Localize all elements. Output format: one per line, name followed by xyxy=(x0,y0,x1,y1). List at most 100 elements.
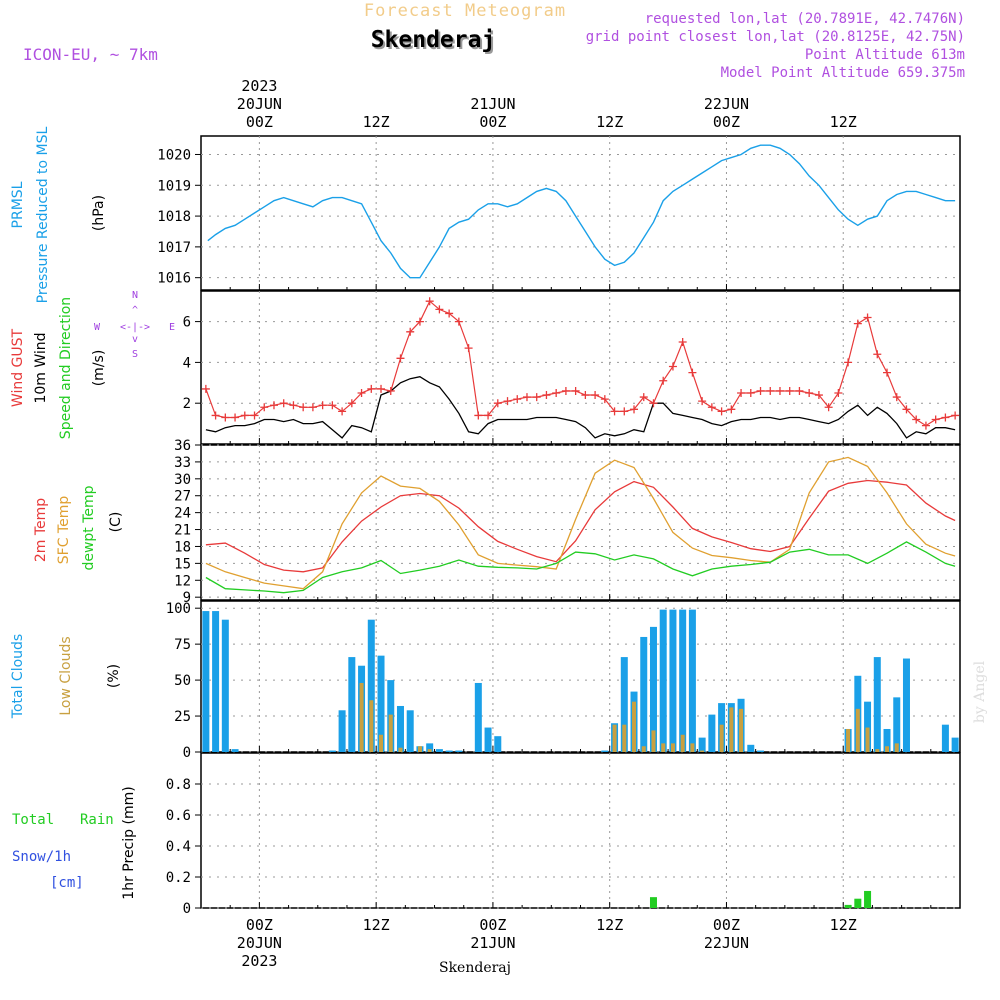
temp-ytick-label: 30 xyxy=(174,472,191,488)
low-clouds-bar xyxy=(875,749,880,752)
dir-vertical-bar: v xyxy=(132,334,138,345)
wind-gust-point xyxy=(805,389,814,397)
clouds-ytick-label: 50 xyxy=(174,673,191,689)
total-clouds-bar xyxy=(435,749,443,752)
wind-gust-point xyxy=(484,411,493,420)
wind-gust-point xyxy=(269,401,278,410)
precip-unit: 1hr Precip (mm) xyxy=(121,786,137,899)
temp-ytick-label: 21 xyxy=(174,523,191,539)
bottom-time-label: 00Z xyxy=(479,916,506,934)
temp-ytick-label: 27 xyxy=(174,489,191,505)
low-clouds-bar xyxy=(359,682,364,752)
wind-gust-label: Wind GUST xyxy=(10,328,26,407)
precipitation-panel: Total Rain Snow/1h [cm] 1hr Precip (mm) … xyxy=(12,752,961,917)
wind-ytick-label: 2 xyxy=(183,396,191,412)
bottom-time-label: 2023 xyxy=(241,952,277,970)
dir-east-label: E xyxy=(169,322,175,333)
low-clouds-bar xyxy=(729,707,734,752)
wind-gust-point xyxy=(892,393,901,402)
wind-gust-point xyxy=(493,399,502,408)
info-grid-point: grid point closest lon,lat (20.8125E, 42… xyxy=(586,29,965,45)
precip-ytick-label: 0.6 xyxy=(166,808,191,824)
total-clouds-bar xyxy=(640,636,648,752)
top-time-label: 00Z xyxy=(479,113,506,131)
bottom-time-label: 00Z xyxy=(246,916,273,934)
total-clouds-bar xyxy=(484,727,492,752)
low-clouds-bar xyxy=(865,727,870,752)
dir-west-label: W xyxy=(94,322,101,333)
wind-gust-point xyxy=(328,401,337,410)
info-point-altitude: Point Altitude 613m xyxy=(805,47,965,63)
model-label: ICON-EU, ~ 7km xyxy=(23,45,158,64)
wind-gust-point xyxy=(522,393,531,402)
wind-gust-point xyxy=(552,389,561,397)
pressure-line xyxy=(207,144,956,279)
dir-south-label: S xyxy=(132,349,138,360)
credit-label: by Angel xyxy=(972,660,988,723)
total-clouds-bar xyxy=(747,744,755,752)
temp-unit: (C) xyxy=(108,512,124,533)
wind-gust-point xyxy=(766,386,775,395)
info-requested: requested lon,lat (20.7891E, 42.7476N) xyxy=(645,11,965,27)
wind-10m-line xyxy=(205,376,956,439)
total-clouds-bar xyxy=(873,657,881,752)
total-clouds-bar xyxy=(396,705,404,752)
total-clouds-bar xyxy=(338,710,346,752)
wind-gust-point xyxy=(211,411,220,420)
clouds-ytick-label: 0 xyxy=(183,745,191,761)
low-clouds-bar xyxy=(369,700,374,752)
clouds-ytick-label: 75 xyxy=(174,637,191,653)
top-time-label: 12Z xyxy=(830,113,857,131)
wind-gust-point xyxy=(941,413,950,422)
low-clouds-bar xyxy=(855,708,860,752)
clouds-panel: Total Clouds Low Clouds (%) by Angel 0 25… xyxy=(10,600,988,761)
wind-gust-point xyxy=(844,358,853,367)
wind-10m-label: 10m Wind xyxy=(33,332,49,403)
wind-gust-point xyxy=(921,421,930,430)
low-clouds-bar xyxy=(690,743,695,752)
total-clouds-bar xyxy=(902,658,910,752)
precip-cm-label: [cm] xyxy=(50,875,84,891)
wind-gust-point xyxy=(279,399,288,408)
bottom-time-label: 12Z xyxy=(830,916,857,934)
total-clouds-bar xyxy=(688,609,696,752)
wind-gust-point xyxy=(357,389,366,397)
total-clouds-bar xyxy=(367,619,375,752)
temp-ytick-label: 36 xyxy=(174,438,191,454)
bottom-time-label: 12Z xyxy=(596,916,623,934)
rain-bar xyxy=(844,904,852,908)
wind-gust-point xyxy=(951,411,960,420)
wind-gust-point xyxy=(231,413,240,422)
total-clouds-bar xyxy=(494,736,502,752)
top-time-label: 20JUN xyxy=(237,95,282,113)
clouds-unit: (%) xyxy=(106,664,122,688)
wind-gust-point xyxy=(532,393,541,402)
bottom-time-label: 12Z xyxy=(363,916,390,934)
low-clouds-bar xyxy=(632,701,637,752)
precip-snow-label: Snow/1h xyxy=(12,849,71,865)
bottom-time-label: 20JUN xyxy=(237,934,282,952)
clouds-ytick-label: 25 xyxy=(174,709,191,725)
total-clouds-bar xyxy=(883,728,891,752)
wind-gust-point xyxy=(435,305,444,314)
chart-title: Skenderaj xyxy=(371,27,496,53)
wind-gust-point xyxy=(561,386,570,395)
pressure-panel: PRMSL Pressure Reduced to MSL (hPa) 1016… xyxy=(10,126,961,303)
low-clouds-bar xyxy=(417,746,422,752)
info-model-altitude: Model Point Altitude 659.375m xyxy=(721,65,965,81)
wind-gust-point xyxy=(260,403,269,412)
wind-gust-point xyxy=(367,384,376,393)
wind-gust-point xyxy=(873,350,882,359)
low-clouds-bar xyxy=(680,734,685,752)
temp-dewpt-label: dewpt Temp xyxy=(81,485,97,570)
top-time-label: 22JUN xyxy=(704,95,749,113)
total-clouds-bar xyxy=(941,724,949,752)
bottom-time-label: 22JUN xyxy=(704,934,749,952)
low-clouds-bar xyxy=(846,728,851,752)
wind-gust-point xyxy=(737,389,746,397)
wind-gust-point xyxy=(688,368,697,377)
wind-gust-point xyxy=(707,403,716,412)
wind-gust-point xyxy=(250,411,259,420)
wind-gust-point xyxy=(503,397,512,406)
